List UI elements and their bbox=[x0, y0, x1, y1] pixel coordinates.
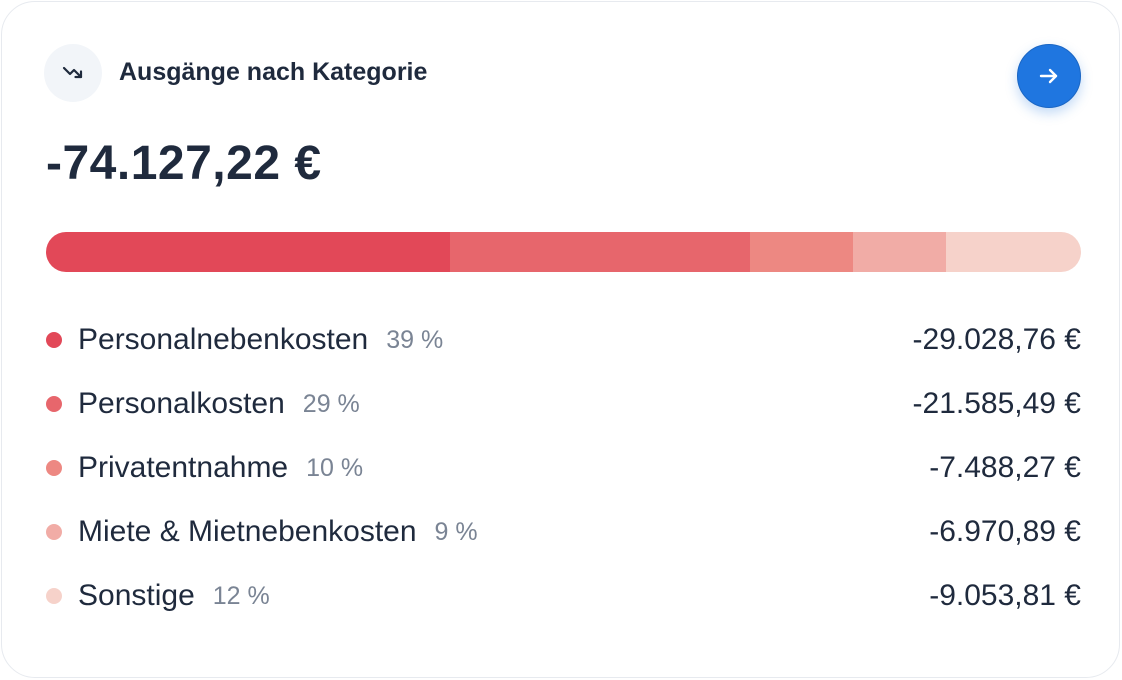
open-details-button[interactable] bbox=[1017, 44, 1081, 108]
category-row: Personalnebenkosten 39 % -29.028,76 € bbox=[46, 320, 1081, 360]
category-label: Miete & Mietnebenkosten bbox=[78, 515, 417, 548]
bar-segment bbox=[46, 232, 450, 272]
category-percent: 10 % bbox=[306, 453, 364, 482]
bar-segment bbox=[749, 232, 854, 272]
category-row: Sonstige 12 % -9.053,81 € bbox=[46, 576, 1081, 616]
category-dot bbox=[46, 588, 62, 604]
category-percent: 9 % bbox=[434, 517, 478, 546]
category-percent: 12 % bbox=[212, 581, 270, 610]
category-amount: -9.053,81 € bbox=[929, 579, 1081, 612]
category-amount: -21.585,49 € bbox=[912, 387, 1081, 420]
category-dot bbox=[46, 524, 62, 540]
category-label: Personalkosten bbox=[78, 387, 285, 420]
bar-segment bbox=[853, 232, 947, 272]
category-amount: -6.970,89 € bbox=[929, 515, 1081, 548]
category-dot bbox=[46, 396, 62, 412]
category-amount: -7.488,27 € bbox=[929, 451, 1081, 484]
category-percent: 39 % bbox=[386, 325, 444, 354]
total-amount: -74.127,22 € bbox=[46, 137, 322, 190]
category-amount: -29.028,76 € bbox=[912, 323, 1081, 356]
card-title: Ausgänge nach Kategorie bbox=[119, 58, 428, 86]
arrow-right-icon bbox=[1039, 68, 1058, 84]
category-dot bbox=[46, 332, 62, 348]
category-percent: 29 % bbox=[302, 389, 360, 418]
category-row: Miete & Mietnebenkosten 9 % -6.970,89 € bbox=[46, 512, 1081, 552]
category-label: Privatentnahme bbox=[78, 451, 289, 484]
category-dot bbox=[46, 460, 62, 476]
category-label: Sonstige bbox=[78, 579, 195, 612]
category-label: Personalnebenkosten bbox=[78, 323, 369, 356]
category-row: Privatentnahme 10 % -7.488,27 € bbox=[46, 448, 1081, 488]
category-row: Personalkosten 29 % -21.585,49 € bbox=[46, 384, 1081, 424]
bar-segment bbox=[449, 232, 750, 272]
category-distribution-bar bbox=[46, 232, 1081, 272]
bar-segment bbox=[946, 232, 1081, 272]
trending-down-icon bbox=[44, 44, 102, 102]
